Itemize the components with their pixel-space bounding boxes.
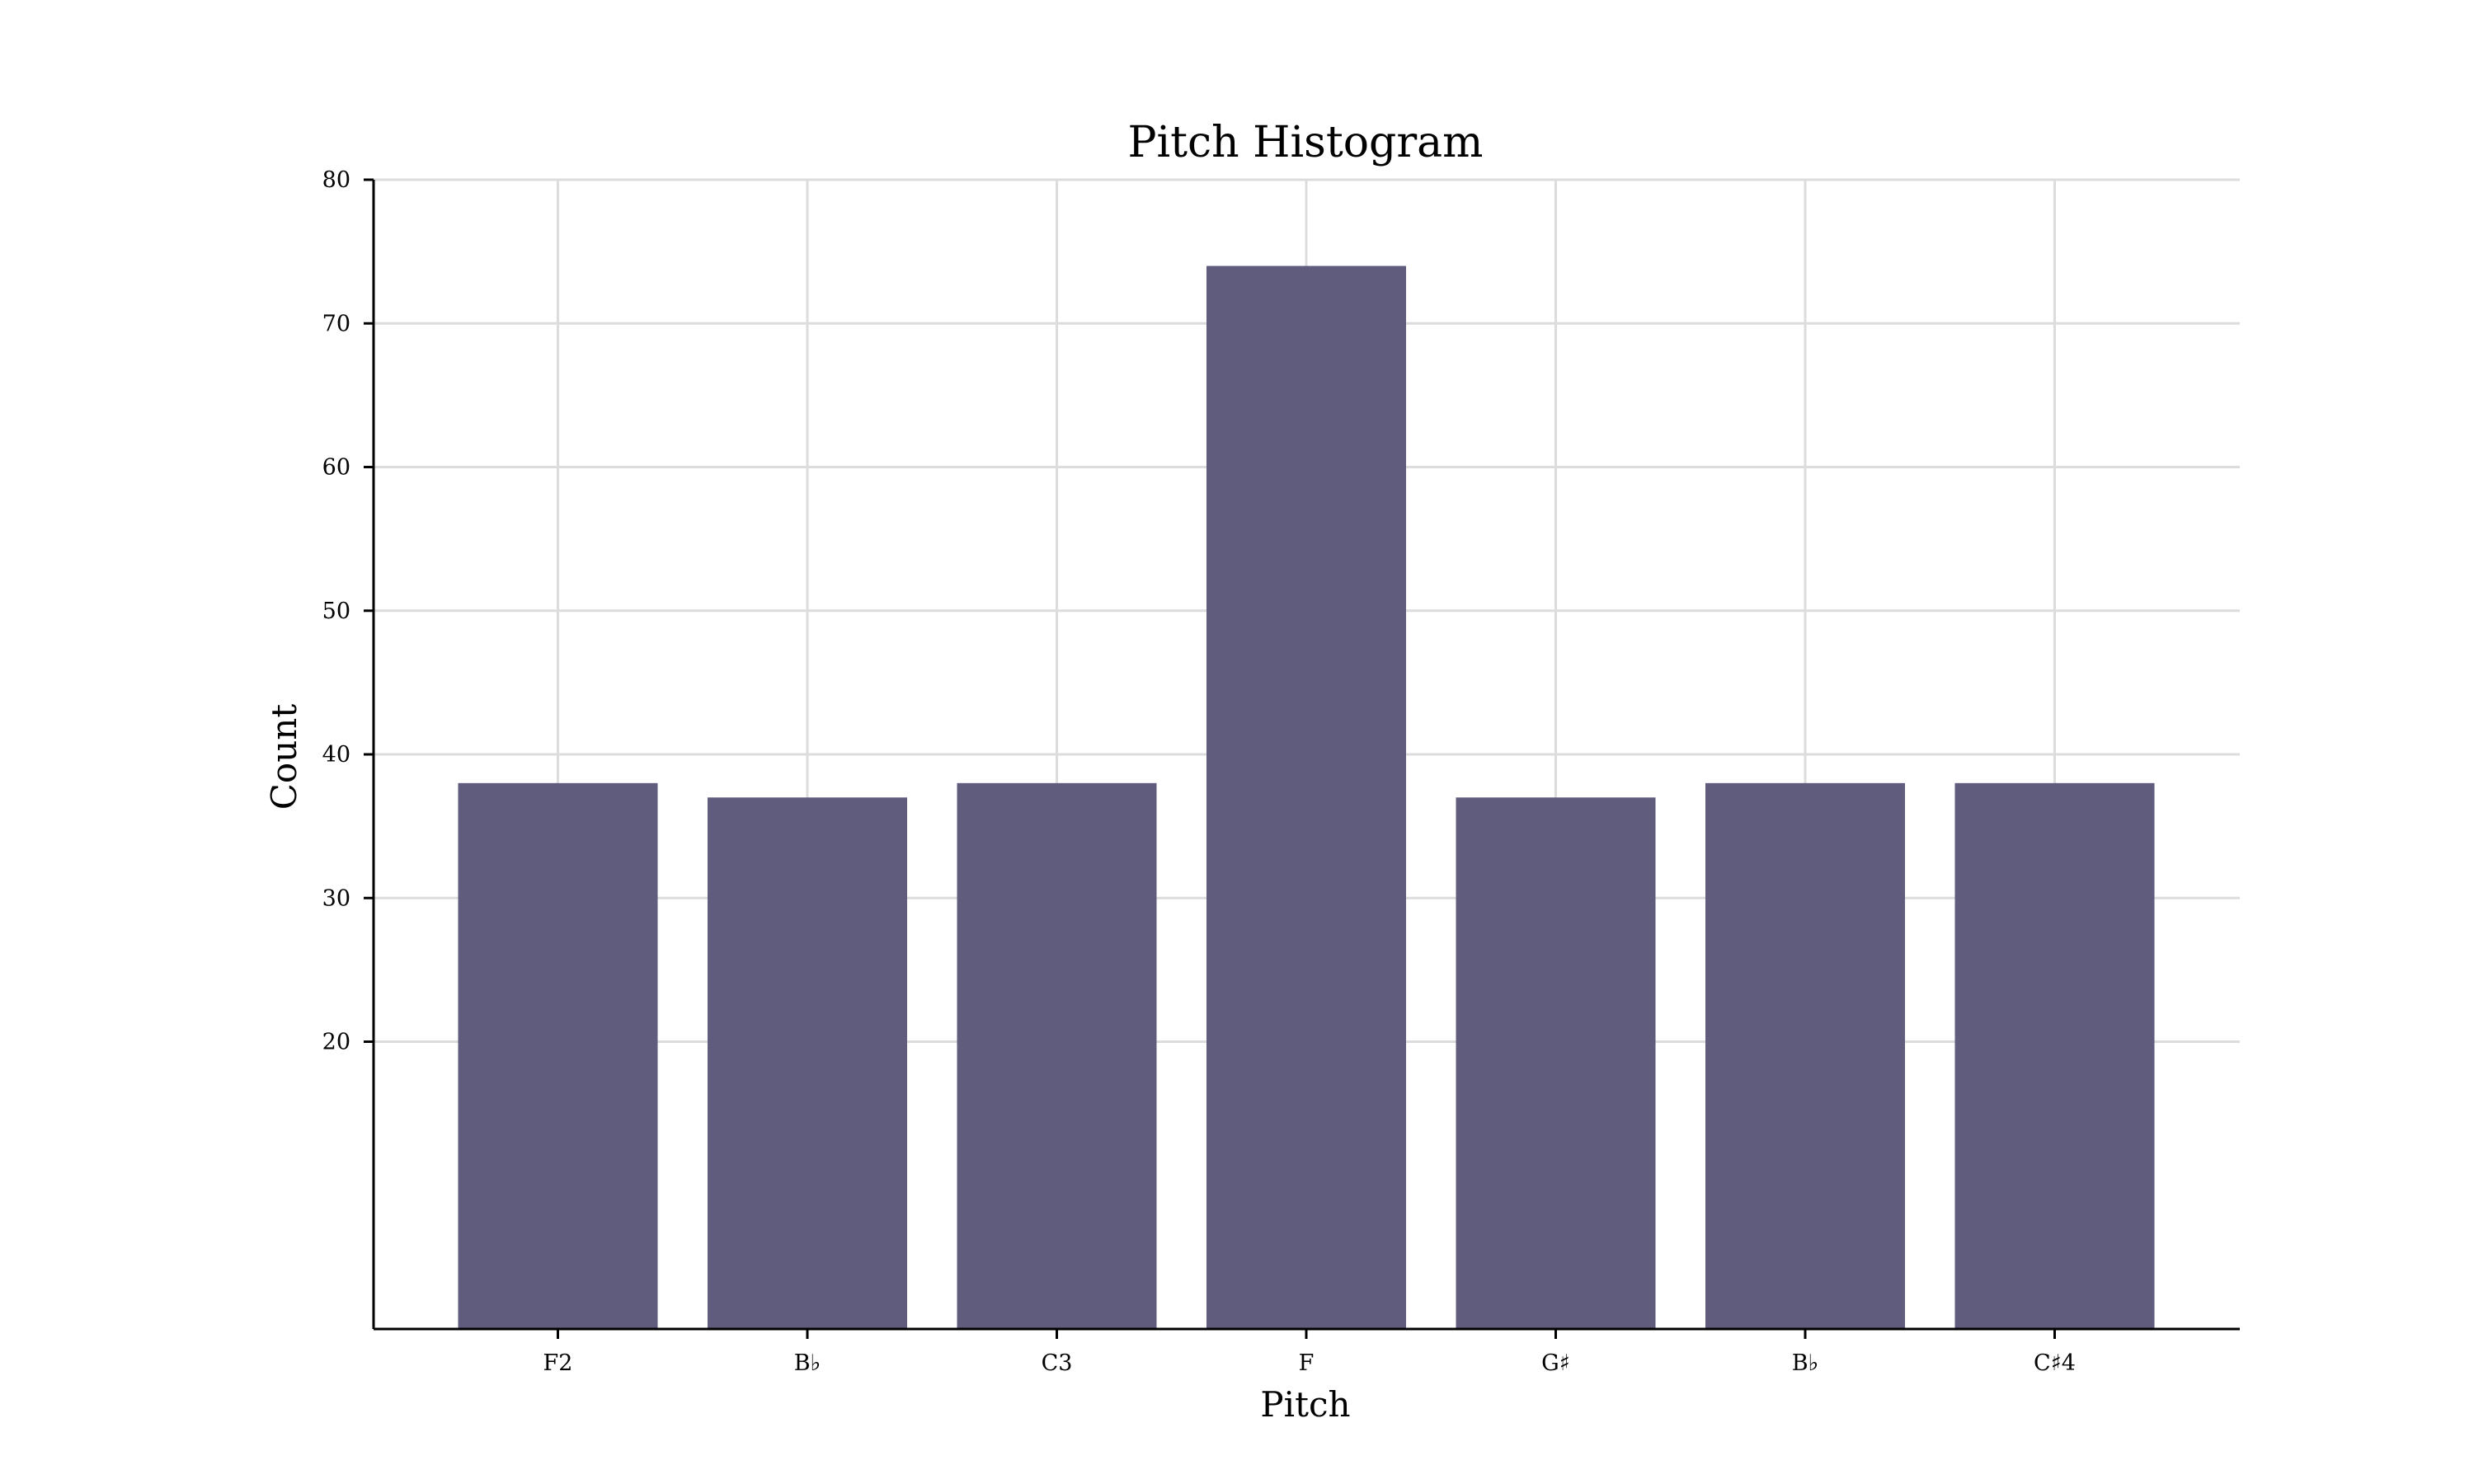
bar-2 (957, 782, 1157, 1329)
y-tick-label-5: 70 (322, 311, 350, 336)
y-tick-label-0: 20 (322, 1030, 350, 1055)
x-tick-label-2: C3 (1042, 1350, 1073, 1376)
bars (458, 265, 2155, 1329)
bar-5 (1705, 782, 1905, 1329)
x-ticks: F2 B♭ C3 F G♯ B♭ C♯4 (543, 1329, 2076, 1376)
x-tick-label-5: B♭ (1792, 1350, 1819, 1376)
bar-6 (1954, 782, 2155, 1329)
x-tick-label-0: F2 (543, 1350, 573, 1376)
bar-3 (1206, 265, 1406, 1329)
y-ticks: 20 30 40 50 60 70 80 (322, 167, 374, 1055)
x-tick-label-4: G♯ (1541, 1350, 1570, 1376)
bar-4 (1456, 797, 1656, 1329)
x-axis-label: Pitch (1260, 1384, 1350, 1425)
x-tick-label-1: B♭ (794, 1350, 821, 1376)
y-tick-label-1: 30 (322, 885, 350, 911)
y-tick-label-6: 80 (322, 167, 350, 193)
y-tick-label-3: 50 (322, 599, 350, 624)
y-tick-label-2: 40 (322, 742, 350, 768)
x-tick-label-6: C♯4 (2034, 1350, 2076, 1376)
x-tick-label-3: F (1299, 1350, 1315, 1376)
bar-0 (458, 782, 658, 1329)
y-axis-label: Count (264, 704, 304, 810)
chart-title: Pitch Histogram (1128, 118, 1484, 167)
bar-1 (708, 797, 907, 1329)
y-tick-label-4: 60 (322, 455, 350, 481)
